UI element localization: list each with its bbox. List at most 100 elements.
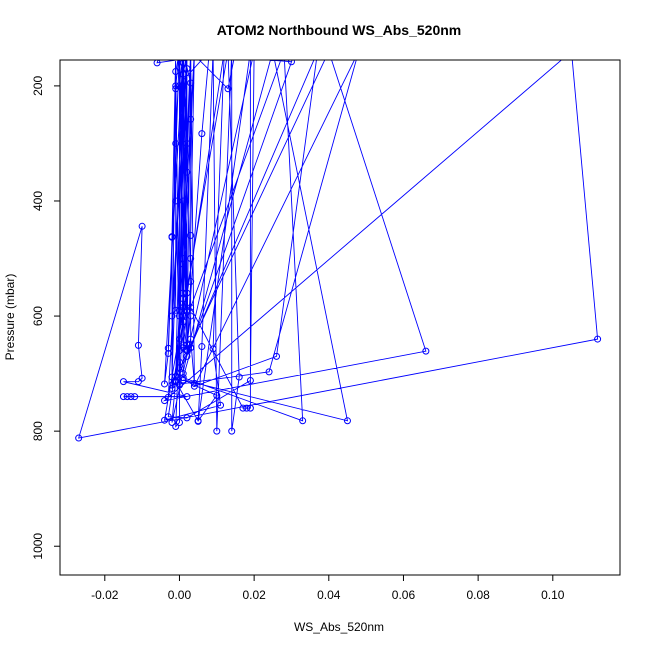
plot-frame bbox=[59, 59, 621, 576]
data-point bbox=[168, 419, 176, 427]
data-point bbox=[176, 48, 182, 54]
data-point bbox=[119, 393, 127, 401]
data-point bbox=[119, 378, 127, 386]
data-point bbox=[343, 417, 351, 425]
data-point bbox=[187, 255, 195, 263]
data-point bbox=[138, 222, 146, 230]
y-tick-label: 400 bbox=[31, 191, 45, 211]
data-point bbox=[179, 260, 187, 268]
data-point bbox=[180, 48, 186, 54]
data-point bbox=[179, 374, 187, 382]
data-point bbox=[183, 345, 191, 353]
data-point bbox=[183, 393, 191, 401]
data-point bbox=[326, 48, 332, 54]
data-point bbox=[224, 85, 232, 93]
data-point bbox=[75, 434, 83, 442]
data-point bbox=[210, 48, 216, 54]
data-point bbox=[172, 197, 180, 205]
data-point bbox=[206, 48, 212, 54]
data-point bbox=[134, 378, 142, 386]
data-point bbox=[183, 306, 191, 314]
data-point bbox=[153, 60, 161, 67]
data-point bbox=[183, 139, 191, 147]
data-point bbox=[188, 48, 194, 54]
chart-title: ATOM2 Northbound WS_Abs_520nm bbox=[217, 22, 462, 38]
x-tick-label: -0.02 bbox=[91, 588, 119, 602]
data-point bbox=[209, 345, 217, 353]
y-axis-label: Pressure (mbar) bbox=[3, 274, 17, 361]
data-point bbox=[228, 427, 236, 435]
data-point bbox=[213, 427, 221, 435]
data-point bbox=[187, 344, 195, 352]
y-tick-label: 1000 bbox=[31, 533, 45, 560]
data-point bbox=[356, 48, 362, 54]
data-point bbox=[191, 48, 197, 54]
data-series bbox=[75, 48, 602, 442]
data-point bbox=[187, 232, 195, 239]
data-point bbox=[134, 341, 142, 349]
data-point bbox=[179, 197, 187, 205]
data-point bbox=[187, 335, 195, 343]
data-point bbox=[183, 65, 191, 73]
data-point bbox=[299, 417, 307, 425]
data-point bbox=[190, 379, 198, 387]
data-point bbox=[213, 391, 221, 399]
data-point bbox=[273, 352, 281, 360]
y-tick-label: 800 bbox=[31, 421, 45, 441]
data-point bbox=[176, 48, 182, 54]
data-point bbox=[176, 48, 182, 54]
data-point bbox=[172, 139, 180, 147]
data-point bbox=[168, 312, 176, 320]
data-point bbox=[265, 368, 273, 376]
data-point bbox=[179, 341, 187, 349]
data-point bbox=[183, 168, 191, 176]
x-tick-label: 0.06 bbox=[392, 588, 416, 602]
data-point bbox=[173, 48, 179, 54]
data-point bbox=[187, 79, 195, 87]
data-point bbox=[158, 48, 164, 54]
data-point bbox=[172, 68, 180, 76]
data-point bbox=[168, 381, 176, 389]
data-point bbox=[164, 393, 172, 401]
data-point bbox=[315, 48, 321, 54]
data-point bbox=[187, 115, 195, 123]
data-point bbox=[168, 373, 176, 381]
data-point bbox=[168, 385, 176, 393]
data-point bbox=[235, 373, 243, 381]
data-point bbox=[179, 60, 187, 67]
data-point bbox=[194, 417, 202, 425]
data-point bbox=[251, 48, 257, 54]
data-point bbox=[187, 278, 195, 286]
data-point bbox=[229, 48, 235, 54]
data-point bbox=[127, 393, 135, 401]
data-point bbox=[175, 335, 183, 343]
data-point bbox=[190, 382, 198, 390]
x-axis-label: WS_Abs_520nm bbox=[294, 620, 384, 634]
data-point bbox=[164, 349, 172, 357]
data-point bbox=[568, 48, 574, 54]
x-tick-label: 0.08 bbox=[466, 588, 490, 602]
data-point bbox=[172, 372, 180, 380]
series-line bbox=[78, 60, 599, 439]
data-point bbox=[175, 347, 183, 355]
x-tick-label: 0.10 bbox=[541, 588, 565, 602]
data-point bbox=[175, 82, 183, 90]
y-axis: 200 400 600 800 1000 bbox=[31, 76, 60, 560]
data-point bbox=[188, 48, 194, 54]
data-point bbox=[172, 82, 180, 90]
data-point bbox=[172, 306, 180, 314]
data-point bbox=[180, 48, 186, 54]
data-point bbox=[175, 419, 183, 427]
data-point bbox=[188, 48, 194, 54]
data-point bbox=[161, 397, 169, 405]
data-point bbox=[184, 48, 190, 54]
data-point bbox=[180, 48, 186, 54]
data-point bbox=[123, 393, 131, 401]
data-point bbox=[161, 416, 169, 424]
data-point bbox=[184, 48, 190, 54]
x-tick-label: 0.04 bbox=[317, 588, 341, 602]
x-axis: -0.02 0.00 0.02 0.04 0.06 0.08 0.10 bbox=[91, 575, 565, 602]
data-point bbox=[164, 344, 172, 352]
data-point bbox=[183, 414, 191, 422]
data-point bbox=[247, 48, 253, 54]
